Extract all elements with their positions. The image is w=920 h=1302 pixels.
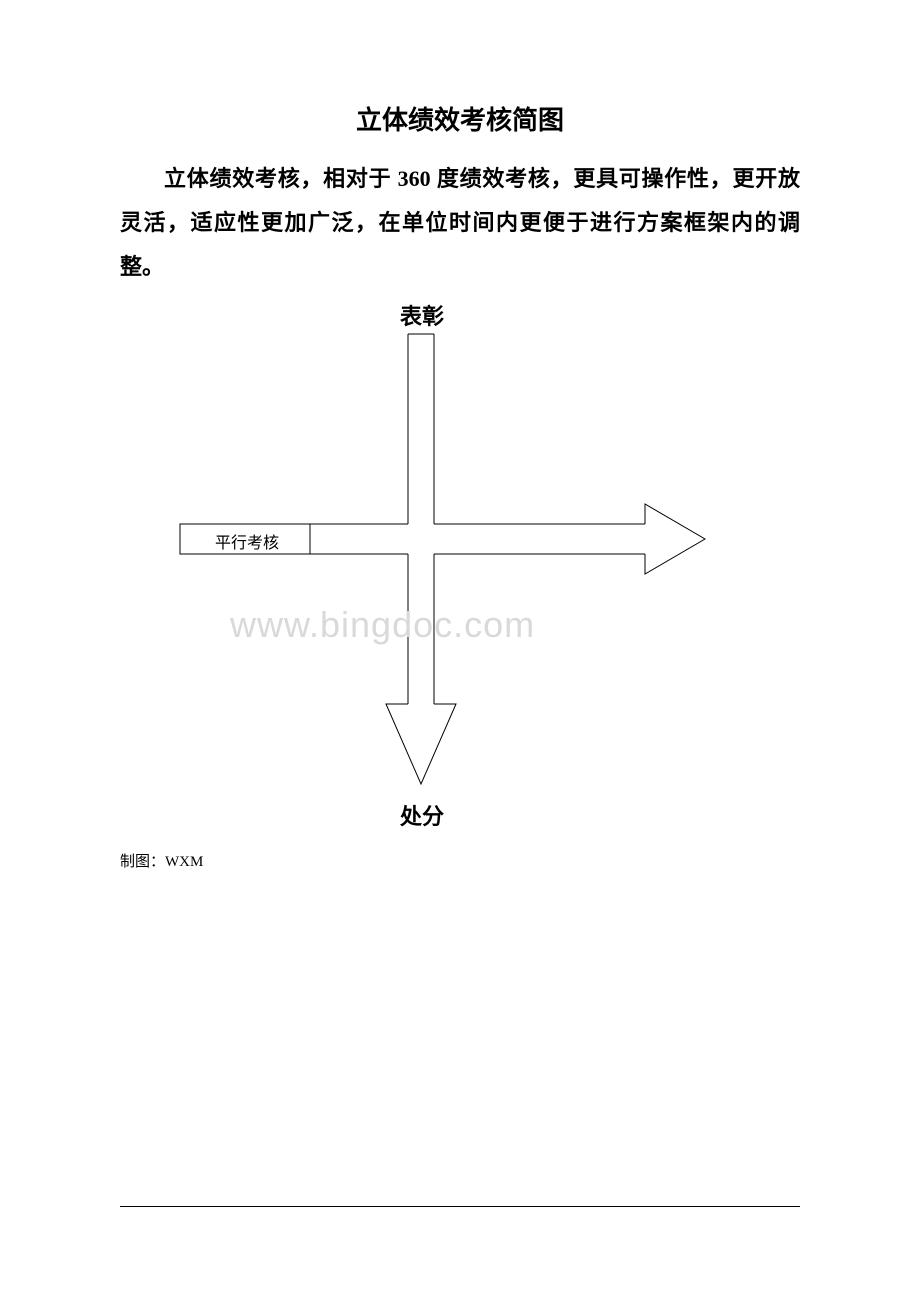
intro-paragraph: 立体绩效考核，相对于 360 度绩效考核，更具可操作性，更开放灵活，适应性更加广… bbox=[120, 157, 800, 289]
down-arrowhead bbox=[386, 704, 456, 784]
footer-line bbox=[120, 1206, 800, 1207]
diagram-bottom-label: 处分 bbox=[400, 799, 444, 831]
diagram-left-label: 平行考核 bbox=[215, 529, 279, 553]
page-title: 立体绩效考核简图 bbox=[120, 100, 800, 137]
right-arrowhead bbox=[645, 504, 705, 574]
footer-credit: 制图：WXM bbox=[120, 850, 203, 871]
watermark-text: www.bingdoc.com bbox=[230, 604, 535, 646]
diagram-svg bbox=[120, 299, 800, 839]
diagram-container: 表彰 平行考核 www.bingdoc.com bbox=[120, 299, 800, 839]
